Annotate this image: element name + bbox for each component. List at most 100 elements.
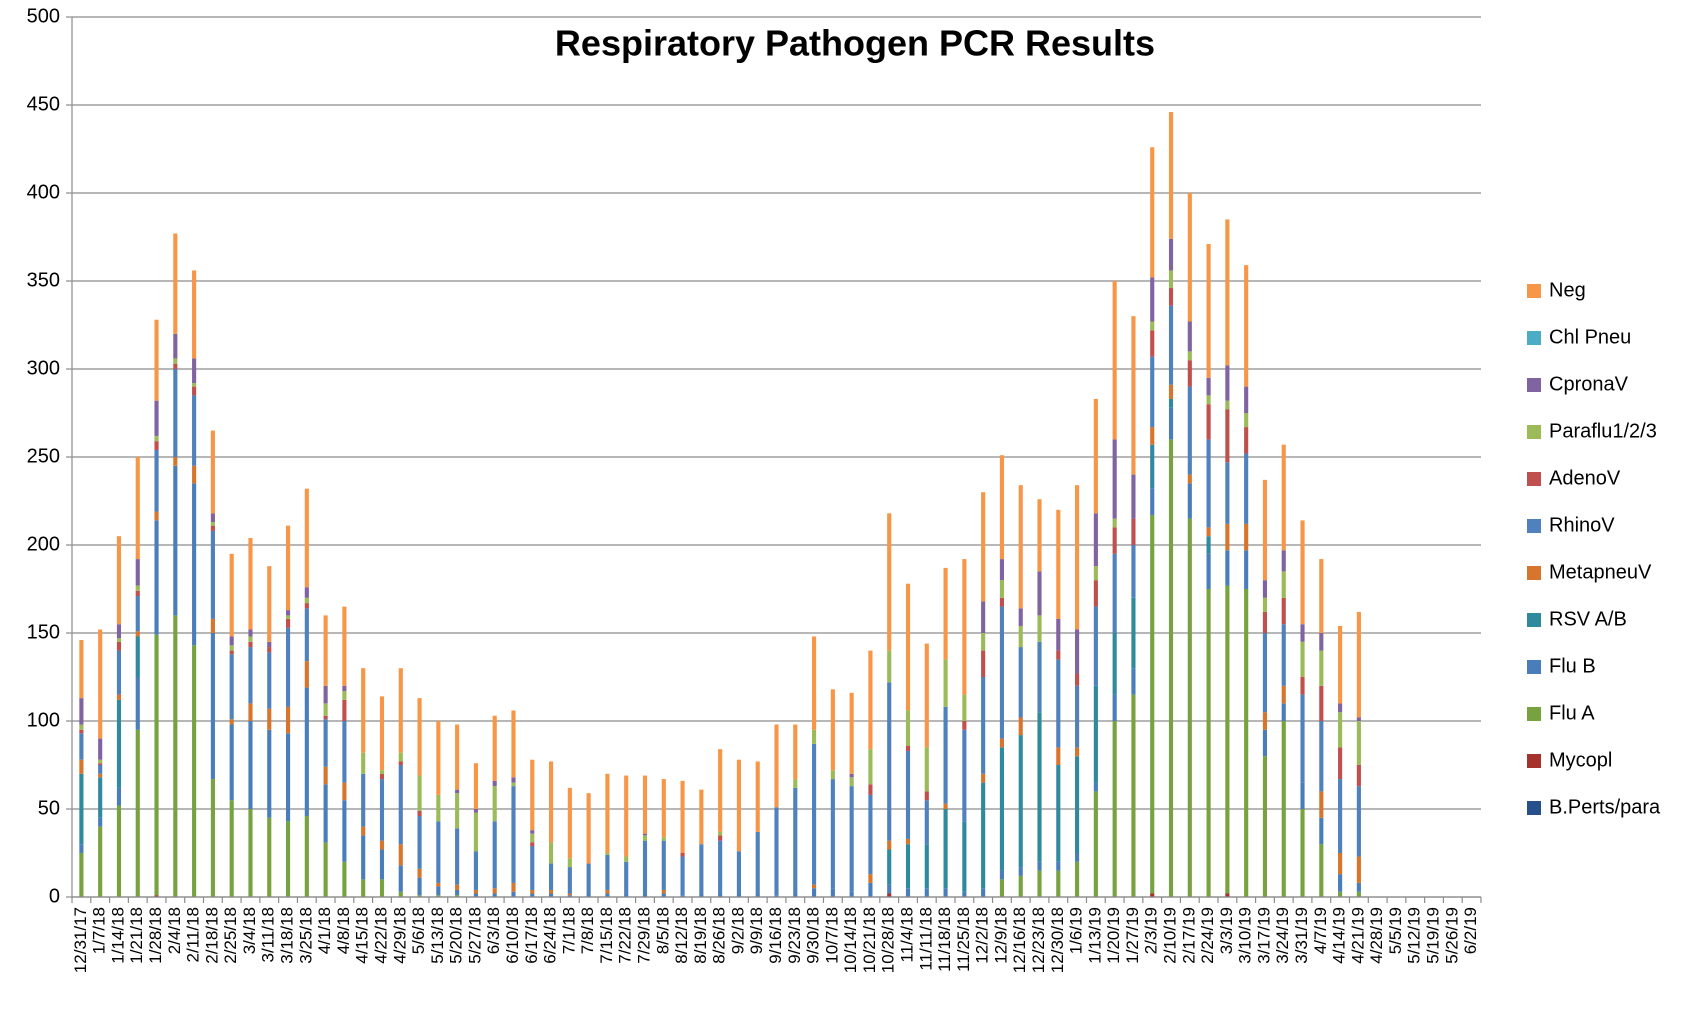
bar-segment [774,807,779,896]
x-tick-label: 1/7/18 [90,907,109,954]
bar-segment [642,835,648,841]
legend-swatch [1527,519,1541,533]
bar-segment [417,877,422,896]
bar-segment [379,879,385,897]
bar-segment [699,844,704,894]
bar-segment [1018,485,1023,609]
y-tick-label: 450 [27,93,60,115]
bar-segment [680,895,685,897]
bar-segment [642,840,648,894]
bar-segment [680,780,685,853]
bar-segment [304,661,309,688]
bar-segment [361,879,366,897]
bar-segment [267,708,272,730]
bar-segment [548,863,554,890]
bar-segment [981,633,986,651]
bar-segment [793,893,798,897]
bar-segment [962,694,967,721]
bar-segment [605,773,610,853]
bar-segment [210,430,215,514]
bar-segment [849,891,854,897]
bar-segment [492,786,497,822]
bar-segment [1131,545,1136,598]
x-tick-label: 4/29/18 [390,907,409,964]
bar-segment [1037,870,1042,897]
bar-segment [98,826,103,897]
x-tick-label: 6/17/18 [522,907,541,964]
bar-segment [304,816,309,897]
bar-segment [1168,238,1174,271]
bar-segment [849,692,854,774]
bar-segment [943,803,948,809]
bar-segment [455,724,460,790]
x-tick-label: 11/11/18 [916,907,935,971]
bar-segment [1225,523,1230,551]
bar-segment [943,567,948,660]
legend-swatch [1527,707,1541,721]
bar-segment [999,879,1005,897]
bar-segment [285,706,291,734]
x-tick-label: 2/25/18 [221,907,240,964]
bar-segment [868,874,873,883]
bar-segment [417,895,422,897]
bar-segment [436,721,441,795]
bar-segment [173,465,178,616]
bar-segment [417,868,422,878]
bar-segment [361,835,366,880]
bar-segment [1093,513,1098,567]
bar-segment [1018,875,1023,897]
bar-segment [323,766,328,785]
bar-segment [323,719,328,767]
x-tick-label: 4/8/18 [334,907,353,954]
bar-segment [1150,321,1155,331]
bar-segment [567,867,572,894]
bar-segment [98,738,103,760]
bar-segment [1150,444,1155,489]
bar-segment [342,606,347,686]
bar-segment [342,861,347,897]
bar-segment [342,691,347,700]
bar-segment [248,703,253,721]
bar-segment [1093,606,1098,686]
bar-segment [586,793,591,864]
bar-segment [849,773,854,778]
bar-segment [1356,882,1361,892]
bar-segment [1037,499,1042,572]
bar-segment [192,395,197,466]
bar-segment [1056,765,1061,862]
bar-segment [98,777,103,818]
x-tick-label: 11/25/18 [954,907,973,972]
x-tick-label: 3/18/18 [278,907,297,964]
x-tick-label: 10/28/18 [879,907,898,973]
x-tick-label: 6/10/18 [503,907,522,964]
bar-segment [1187,360,1192,387]
bar-segment [210,633,215,780]
bar-segment [511,882,516,892]
bar-segment [342,782,347,801]
y-tick-label: 50 [38,797,60,819]
bar-segment [530,842,535,846]
bar-segment [642,893,648,897]
bar-segment [511,891,516,897]
bar-segment [736,851,741,894]
bar-segment [417,775,422,811]
bar-segment [154,319,159,401]
bar-segment [1037,861,1042,871]
bar-segment [605,893,610,897]
bar-segment [455,793,460,829]
bar-segment [1168,439,1174,897]
bar-segment [154,441,159,450]
bar-segment [1056,618,1061,651]
x-tick-label: 12/2/18 [973,907,992,964]
legend-label: Flu A [1549,702,1595,724]
bar-segment [567,893,572,896]
x-tick-label: 3/11/18 [259,907,278,962]
bar-segment [642,775,648,834]
x-tick-label: 12/16/18 [1010,907,1029,973]
bar-segment [868,794,873,875]
x-tick-label: 11/4/18 [897,907,916,962]
bar-segment [605,854,610,890]
x-tick-label: 1/21/18 [127,907,146,964]
bar-segment [1187,474,1192,484]
